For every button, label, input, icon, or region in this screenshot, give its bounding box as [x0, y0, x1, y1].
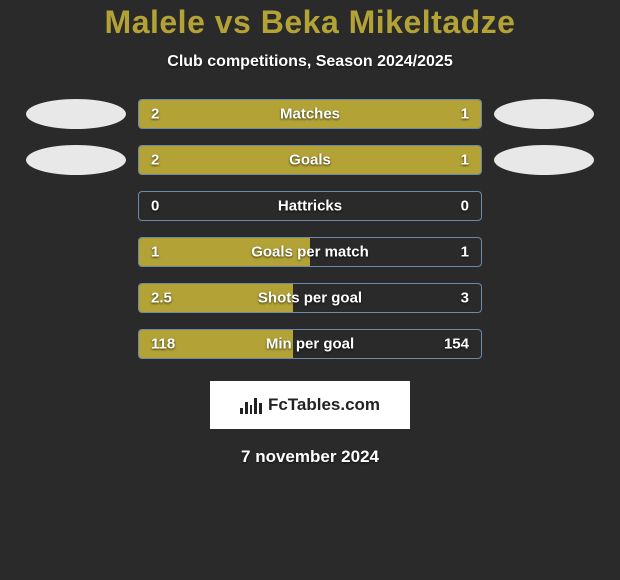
- stat-value-left: 2: [151, 152, 159, 169]
- footer-logo: FcTables.com: [210, 381, 410, 429]
- stat-label: Goals: [289, 152, 331, 169]
- stat-value-right: 3: [461, 290, 469, 307]
- disc-spacer: [26, 329, 126, 359]
- disc-spacer: [494, 283, 594, 313]
- stat-bar: 118 154 Min per goal: [138, 329, 482, 359]
- disc-spacer: [494, 237, 594, 267]
- player-right-disc: [494, 145, 594, 175]
- stat-row: 1 1 Goals per match: [0, 237, 620, 267]
- stat-row: 0 0 Hattricks: [0, 191, 620, 221]
- bars-icon: [240, 396, 262, 414]
- disc-spacer: [26, 283, 126, 313]
- stats-rows: 2 1 Matches 2 1 Goals 0 0 Hattricks 1 1 Goals per m…: [0, 99, 620, 359]
- stat-label: Matches: [280, 106, 340, 123]
- stat-row: 2 1 Goals: [0, 145, 620, 175]
- stat-bar: 2.5 3 Shots per goal: [138, 283, 482, 313]
- player-right-disc: [494, 99, 594, 129]
- disc-spacer: [26, 237, 126, 267]
- stat-bar: 2 1 Matches: [138, 99, 482, 129]
- stat-label: Shots per goal: [258, 290, 362, 307]
- player-left-disc: [26, 99, 126, 129]
- footer-logo-text: FcTables.com: [268, 395, 380, 415]
- player-left-disc: [26, 145, 126, 175]
- disc-spacer: [494, 329, 594, 359]
- stat-bar: 0 0 Hattricks: [138, 191, 482, 221]
- stat-row: 118 154 Min per goal: [0, 329, 620, 359]
- disc-spacer: [26, 191, 126, 221]
- stat-value-left: 0: [151, 198, 159, 215]
- stat-row: 2.5 3 Shots per goal: [0, 283, 620, 313]
- comparison-subtitle: Club competitions, Season 2024/2025: [167, 53, 452, 71]
- stat-value-right: 1: [461, 244, 469, 261]
- stat-bar: 1 1 Goals per match: [138, 237, 482, 267]
- stat-value-right: 1: [461, 106, 469, 123]
- stat-value-left: 2.5: [151, 290, 172, 307]
- stat-value-left: 2: [151, 106, 159, 123]
- stat-bar: 2 1 Goals: [138, 145, 482, 175]
- stat-value-right: 0: [461, 198, 469, 215]
- comparison-title: Malele vs Beka Mikeltadze: [105, 4, 516, 41]
- stat-row: 2 1 Matches: [0, 99, 620, 129]
- stat-value-left: 1: [151, 244, 159, 261]
- footer-date: 7 november 2024: [241, 447, 379, 467]
- stat-label: Goals per match: [251, 244, 369, 261]
- stat-value-right: 154: [444, 336, 469, 353]
- disc-spacer: [494, 191, 594, 221]
- stat-value-left: 118: [151, 336, 175, 353]
- stat-label: Min per goal: [266, 336, 354, 353]
- stat-value-right: 1: [461, 152, 469, 169]
- stat-label: Hattricks: [278, 198, 342, 215]
